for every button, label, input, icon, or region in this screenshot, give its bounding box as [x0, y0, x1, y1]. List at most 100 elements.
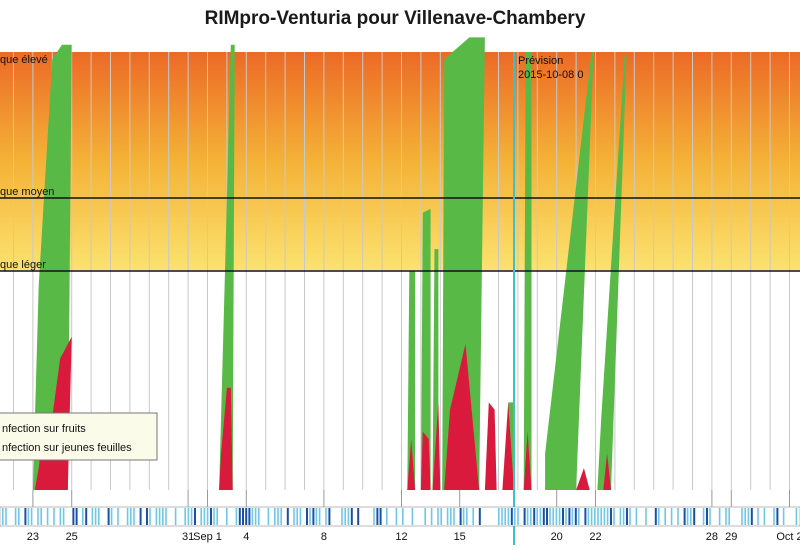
forecast-date: 2015-10-08 0	[518, 69, 583, 81]
strip-stripe	[379, 508, 382, 525]
strip-stripe	[312, 508, 315, 525]
strip-stripe	[514, 508, 516, 525]
strip-stripe	[453, 508, 455, 525]
strip-stripe	[210, 508, 212, 525]
strip-stripe	[747, 508, 750, 525]
strip-stripe	[130, 508, 132, 525]
strip-stripe	[507, 508, 510, 525]
strip-stripe	[539, 508, 542, 525]
strip-stripe	[133, 508, 135, 525]
leaf-infection-area-10	[603, 453, 611, 490]
strip-stripe	[677, 508, 679, 525]
fruit-infection-area-9	[597, 55, 627, 490]
strip-stripe	[555, 508, 558, 525]
strip-stripe	[571, 508, 574, 525]
strip-stripe	[750, 508, 753, 525]
strip-stripe	[536, 508, 538, 525]
strip-stripe	[328, 508, 331, 525]
strip-stripe	[27, 508, 30, 525]
strip-stripe	[94, 508, 97, 525]
strip-stripe	[18, 508, 20, 525]
strip-stripe	[226, 508, 228, 525]
strip-stripe	[146, 508, 148, 525]
strip-stripe	[590, 508, 593, 525]
strip-stripe	[498, 508, 500, 525]
strip-stripe	[686, 508, 689, 525]
strip-stripe	[107, 508, 110, 525]
strip-stripe	[517, 508, 519, 525]
strip-stripe	[603, 508, 606, 525]
x-tick-label: 15	[454, 531, 466, 543]
x-tick-label: 12	[395, 531, 407, 543]
strip-stripe	[600, 508, 602, 525]
strip-stripe	[347, 508, 350, 525]
strip-stripe	[411, 508, 414, 525]
strip-stripe	[258, 508, 260, 525]
x-tick-label: 4	[243, 531, 249, 543]
x-tick-label: 29	[725, 531, 737, 543]
strip-stripe	[664, 508, 666, 525]
strip-stripe	[350, 508, 353, 525]
strip-stripe	[53, 508, 55, 525]
strip-stripe	[306, 508, 308, 525]
strip-stripe	[30, 508, 33, 525]
strip-stripe	[706, 508, 708, 525]
strip-stripe	[187, 508, 190, 525]
leaf-infection-area-1	[219, 387, 233, 490]
strip-stripe	[526, 508, 529, 525]
strip-stripe	[440, 508, 442, 525]
strip-stripe	[565, 508, 567, 525]
strip-stripe	[98, 508, 100, 525]
strip-stripe	[286, 508, 289, 525]
strip-stripe	[206, 508, 209, 525]
strip-stripe	[341, 508, 343, 525]
strip-stripe	[597, 508, 599, 525]
strip-stripe	[654, 508, 657, 525]
fruit-infection-area-2	[407, 271, 416, 490]
strip-stripe	[245, 508, 248, 525]
strip-stripe	[238, 508, 241, 525]
strip-stripe	[437, 508, 439, 525]
strip-stripe	[450, 508, 452, 525]
strip-stripe	[162, 508, 164, 525]
strip-stripe	[376, 508, 379, 525]
strip-stripe	[2, 508, 4, 525]
fruit-infection-area-1	[219, 44, 235, 490]
forecast-layer: Prévision 2015-10-08 0	[513, 52, 583, 545]
x-tick-label: Oct 2	[776, 531, 800, 543]
strip-stripe	[718, 508, 721, 525]
strip-stripe	[248, 508, 251, 525]
strip-stripe	[782, 508, 785, 525]
strip-stripe	[549, 508, 551, 525]
strip-stripe	[117, 508, 119, 525]
strip-stripe	[501, 508, 503, 525]
strip-stripe	[574, 508, 577, 525]
leaf-infection-area-4	[432, 402, 441, 490]
strip-stripe	[14, 508, 17, 525]
risk-level-label: que moyen	[0, 186, 54, 198]
strip-stripe	[635, 508, 638, 525]
strip-stripe	[242, 508, 244, 525]
risk-level-label: que élevé	[0, 54, 48, 66]
x-tick-label: 28	[706, 531, 718, 543]
strip-stripe	[402, 508, 404, 525]
strip-stripe	[670, 508, 673, 525]
strip-stripe	[110, 508, 113, 525]
strip-stripe	[546, 508, 548, 525]
strip-stripe	[619, 508, 622, 525]
x-tick-label: 22	[589, 531, 601, 543]
strip-stripe	[126, 508, 129, 525]
strip-stripe	[235, 508, 238, 525]
strip-stripe	[251, 508, 254, 525]
chart-title: RIMpro-Venturia pour Villenave-Chambery	[205, 8, 586, 29]
strip-stripe	[658, 508, 660, 525]
leaf-infection-area-7	[502, 402, 514, 490]
strip-stripe	[562, 508, 564, 525]
weather-strip	[0, 506, 800, 527]
strip-stripe	[190, 508, 193, 525]
strip-stripe	[533, 508, 536, 525]
strip-stripe	[510, 508, 513, 525]
